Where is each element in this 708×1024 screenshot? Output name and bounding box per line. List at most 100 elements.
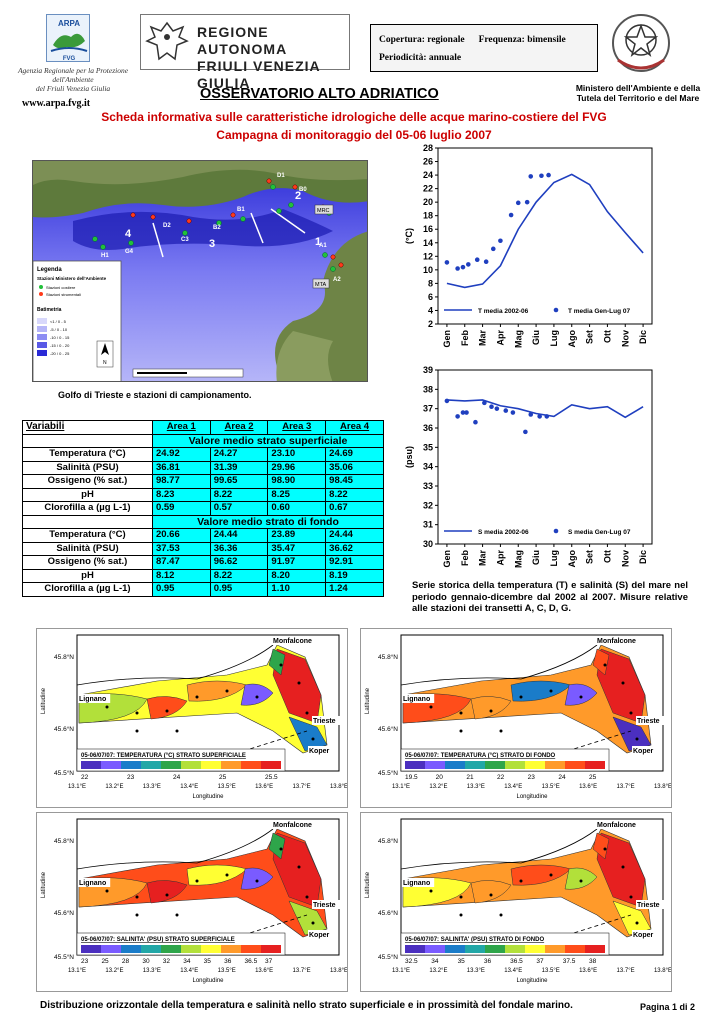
station-label: D2 — [163, 223, 171, 229]
lon-label: 13.6°E — [255, 968, 273, 974]
lon-label: 13.4°E — [504, 968, 522, 974]
contour-region — [470, 880, 512, 904]
station-dot — [175, 913, 179, 917]
area-label: 3 — [209, 238, 215, 250]
lon-label: 13.1°E — [68, 968, 86, 974]
lon-label: 13.6°E — [579, 784, 597, 790]
plot-area — [437, 369, 653, 545]
contour-region — [146, 880, 188, 904]
station-dot — [175, 729, 179, 733]
scale-label: 30 — [142, 958, 150, 965]
lon-label: 13.3°E — [467, 784, 485, 790]
series-caption: Serie storica della temperatura (T) e sa… — [412, 580, 688, 614]
scale-label: 21 — [466, 774, 474, 781]
place-label-bg — [596, 820, 642, 829]
table-cell: 35.47 — [267, 541, 327, 556]
lon-label: 13.5°E — [542, 784, 560, 790]
data-point — [524, 199, 530, 205]
table-cell: 8.22 — [325, 487, 384, 502]
contour-region — [592, 832, 610, 860]
station-dot — [225, 689, 229, 693]
scale-label: 38 — [589, 958, 597, 965]
arpa-logo-sub: FVG — [63, 56, 76, 62]
contour-region — [612, 716, 652, 752]
data-point — [489, 404, 494, 410]
contour-region — [268, 648, 286, 676]
table-cell: 87.47 — [151, 555, 211, 570]
station-dot — [311, 921, 315, 925]
table-cell: 91.97 — [267, 555, 327, 570]
row-label: Salinità (PSU) — [22, 460, 153, 475]
station-dot — [549, 873, 553, 877]
table-header-row: Variabili Area 1 Area 2 Area 3 Area 4 — [22, 420, 384, 435]
scale-swatch — [505, 761, 525, 769]
station-dot — [305, 711, 309, 715]
table-cell: 8.20 — [267, 568, 327, 583]
y-tick-label: 30 — [423, 539, 433, 549]
lat-label: 45.8°N — [378, 837, 398, 845]
scale-label: 34 — [183, 958, 191, 965]
periodicita-text: Periodicità: annuale — [379, 53, 462, 63]
y-axis-label: (°C) — [404, 228, 414, 244]
station-dot — [635, 921, 639, 925]
station-dot — [165, 893, 169, 897]
table-cell: 8.22 — [209, 568, 269, 583]
y-tick-label: 22 — [423, 184, 433, 194]
place-label-bg — [632, 746, 655, 755]
data-point — [539, 173, 544, 179]
scale-label: 37 — [265, 958, 273, 965]
legend-point-swatch — [553, 307, 559, 313]
lat-label: 45.5°N — [378, 953, 398, 961]
scale-swatch — [181, 761, 201, 769]
footer-caption: Distribuzione orizzontale della temperat… — [40, 1000, 573, 1011]
scale-label: 35 — [458, 958, 466, 965]
table-row: Temperatura (°C) 20.66 24.44 23.89 24.44 — [22, 528, 384, 543]
place-label: Monfalcone — [597, 638, 636, 645]
arpa-url[interactable]: www.arpa.fvg.it — [22, 98, 91, 109]
scale-label: 23 — [528, 774, 536, 781]
data-point — [460, 264, 466, 270]
row-label: Temperatura (°C) — [22, 447, 153, 462]
area-label: 4 — [125, 228, 132, 240]
info-box: Copertura: regionale Frequenza: bimensile… — [370, 24, 598, 72]
table-cell: 36.36 — [209, 541, 269, 556]
lon-label: 13.4°E — [180, 784, 198, 790]
data-point — [508, 212, 514, 218]
x-tick-label: Feb — [460, 550, 470, 567]
station-dot — [195, 695, 199, 699]
x-tick-label: Mar — [478, 330, 488, 347]
scale-swatch — [405, 761, 425, 769]
scale-label: 36 — [224, 958, 232, 965]
lon-label: 13.7°E — [617, 968, 635, 974]
data-point — [498, 238, 503, 244]
coastline — [76, 644, 274, 686]
row-label: pH — [22, 568, 153, 583]
scale-label: 36.5 — [245, 958, 258, 965]
page-title: OSSERVATORIO ALTO ADRIATICO — [200, 86, 439, 102]
table-cell: 92.91 — [325, 555, 384, 570]
station-dot — [499, 913, 503, 917]
table-cell: 0.67 — [325, 501, 384, 516]
station-dot — [429, 889, 433, 893]
lon-label: 13.7°E — [293, 968, 311, 974]
x-tick-label: Nov — [620, 550, 630, 567]
lon-label: 13.1°E — [392, 968, 410, 974]
row-label: Clorofilla a (µg L-1) — [22, 582, 153, 597]
station-label: D1 — [277, 173, 285, 179]
data-point — [523, 429, 528, 435]
station-dot — [499, 729, 503, 733]
y-tick-label: 26 — [423, 157, 433, 167]
data-point — [460, 410, 466, 415]
y-tick-label: 36 — [423, 423, 433, 433]
subtitle: Scheda informativa sulle caratteristiche… — [101, 110, 607, 124]
lat-label: 45.8°N — [54, 653, 74, 661]
data-point — [483, 259, 489, 265]
place-label: Lignano — [79, 696, 106, 703]
series-line — [446, 173, 644, 289]
row-label: Ossigeno (% sat.) — [22, 474, 153, 489]
table-cell: 0.57 — [209, 501, 269, 516]
scale-label: 23 — [127, 774, 135, 781]
scale-swatch — [485, 761, 505, 769]
table-row: Ossigeno (% sat.) 98.77 99.65 98.90 98.45 — [22, 474, 384, 489]
row-label: Salinità (PSU) — [22, 541, 153, 556]
